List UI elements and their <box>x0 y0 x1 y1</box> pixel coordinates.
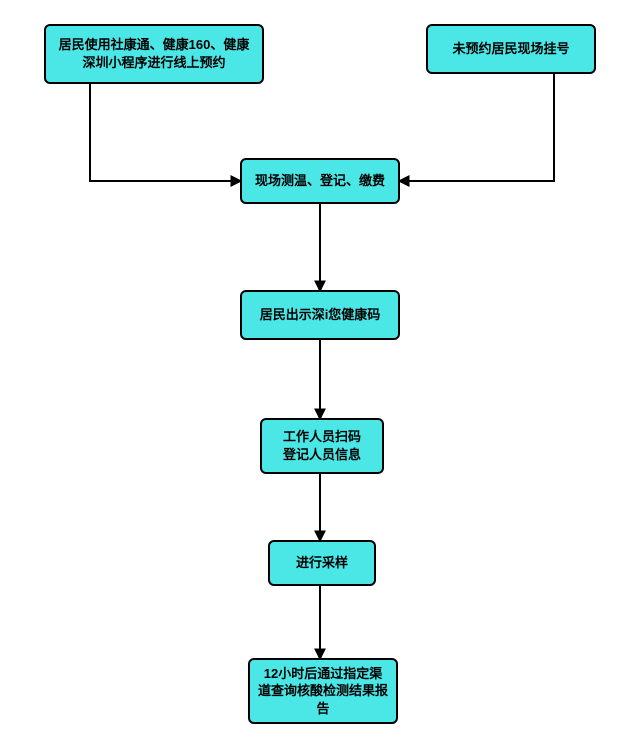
flow-node-n2: 未预约居民现场挂号 <box>426 24 596 74</box>
flowchart-edges <box>0 0 641 747</box>
flowchart-canvas: 居民使用社康通、健康160、健康深圳小程序进行线上预约 未预约居民现场挂号现场测温… <box>0 0 641 747</box>
flow-edge <box>90 84 240 181</box>
flow-node-n7: 12小时后通过指定渠道查询核酸检测结果报告 <box>248 658 398 724</box>
flow-node-n6: 进行采样 <box>268 540 376 586</box>
flow-node-n5: 工作人员扫码登记人员信息 <box>260 418 384 474</box>
flow-edge <box>400 74 554 181</box>
flow-node-n1: 居民使用社康通、健康160、健康深圳小程序进行线上预约 <box>44 24 264 84</box>
flow-node-n3: 现场测温、登记、缴费 <box>240 158 400 204</box>
flow-node-n4: 居民出示深i您健康码 <box>240 290 400 340</box>
